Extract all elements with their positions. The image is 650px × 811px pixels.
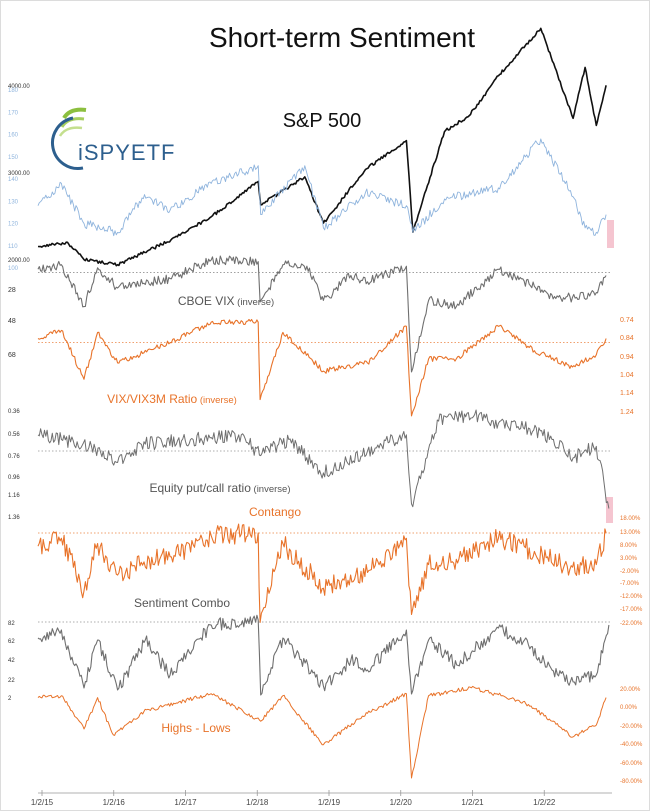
panel-vix-ratio: 0.74 0.84 0.94 1.04 1.14 1.24 VIX/VIX3M Ratio … [37,317,634,417]
tick-label-left: 22 [8,678,15,684]
x-tick-label: 1/2/16 [103,798,126,807]
x-tick-label: 1/2/20 [390,798,413,807]
tick-label-right: -17.00% [620,607,643,613]
x-tick-label: 1/2/21 [461,798,484,807]
highlight-bar-sp500 [607,220,614,248]
panel-label-sp500: S&P 500 [283,110,362,132]
panel-label-combo: Sentiment Combo [134,596,230,610]
tick-label-right: 0.94 [620,354,634,361]
tick-label-right: 1.14 [620,390,634,397]
tick-label-left: 0.96 [8,475,20,481]
tick-label-left: 180 [8,88,19,94]
tick-label-left: 1.36 [8,515,20,521]
tick-label-right: -12.00% [620,594,643,600]
tick-label-left: 62 [8,639,15,645]
series-line-combo [37,614,610,696]
panel-contango: 18.00% 13.00% 8.00% 3.00% -2.00% -7.00% -12.00… [37,505,643,627]
x-tick-label: 1/2/19 [318,798,341,807]
series-line-vix-ratio [37,318,607,417]
tick-label-left: 28 [8,287,16,294]
tick-label-left: 0.56 [8,432,20,438]
tick-label-right: 20.00% [620,687,641,693]
tick-label-left: 42 [8,658,15,664]
x-tick-label: 1/2/22 [533,798,556,807]
tick-label-left: 2 [8,696,12,702]
ispyetf-logo: iSPYETF [51,107,175,170]
tick-label-left: 68 [8,352,16,359]
logo-text: iSPYETF [78,140,175,165]
panel-label-putcall: Equity put/call ratio (inverse) [150,481,291,495]
tick-label-right: -20.00% [620,724,643,730]
tick-label-left: 4000.00 [8,84,30,90]
tick-label-right: 18.00% [620,516,641,522]
tick-label-left: 48 [8,318,16,325]
tick-label-right: 13.00% [620,530,641,536]
x-tick-label: 1/2/17 [174,798,197,807]
series-line-vix [37,255,607,373]
series-line-putcall [37,409,610,509]
tick-label-right: 0.00% [620,705,638,711]
tick-label-right: 8.00% [620,543,638,549]
chart-title: Short-term Sentiment [209,22,475,53]
tick-label-left: 110 [8,244,18,250]
series-line-sp500-sub [37,138,607,237]
tick-label-right: -80.00% [620,779,643,785]
x-tick-label: 1/2/15 [31,798,54,807]
tick-label-right: 0.74 [620,317,634,324]
x-axis: 1/2/15 1/2/16 1/2/17 1/2/18 1/2/19 1/2/20 1/2/… [31,790,612,807]
logo-swoosh-icon [51,107,87,170]
tick-label-right: -40.00% [620,742,643,748]
panel-label-vix: CBOE VIX (inverse) [178,294,274,308]
x-tick-label: 1/2/18 [246,798,269,807]
tick-label-left: 120 [8,222,19,228]
tick-label-right: -2.00% [620,569,640,575]
tick-label-left: 2000.00 [8,258,30,264]
tick-label-right: -7.00% [620,581,640,587]
tick-label-left: 150 [8,155,19,161]
panel-label-vix-ratio: VIX/VIX3M Ratio (inverse) [107,392,237,406]
tick-label-left: 0.76 [8,454,20,460]
tick-label-left: 3000.00 [8,171,30,177]
panels: 4000.00 3000.00 2000.00 S&P 500 180 170 160 150… [8,27,643,785]
tick-label-right: 1.04 [620,372,634,379]
panel-label-highs-lows: Highs - Lows [161,721,230,735]
tick-label-left: 140 [8,177,19,183]
panel-vix: 28 48 68 CBOE VIX (inverse) [8,255,612,373]
tick-label-left: 82 [8,621,15,627]
tick-label-right: 0.84 [620,335,634,342]
tick-label-left: 0.36 [8,409,20,415]
panel-sp500-sub: 180 170 160 150 140 130 120 110 100 [8,88,607,272]
tick-label-right: -22.00% [620,621,643,627]
highlight-bar-putcall [606,497,613,523]
panel-highs-lows: 20.00% 0.00% -20.00% -40.00% -60.00% -80.00% H… [37,685,643,785]
panel-label-contango: Contango [249,505,301,519]
tick-label-left: 100 [8,266,19,272]
series-line-highs-lows [37,685,607,779]
tick-label-left: 1.16 [8,493,20,499]
tick-label-left: 160 [8,133,19,139]
tick-label-right: -60.00% [620,761,643,767]
tick-label-left: 170 [8,110,19,116]
tick-label-left: 130 [8,199,19,205]
tick-label-right: 1.24 [620,409,634,416]
panel-putcall: 0.36 0.56 0.76 0.96 1.16 1.36 Equity put/call … [8,409,612,521]
series-line-contango [37,523,607,623]
tick-label-right: 3.00% [620,556,638,562]
